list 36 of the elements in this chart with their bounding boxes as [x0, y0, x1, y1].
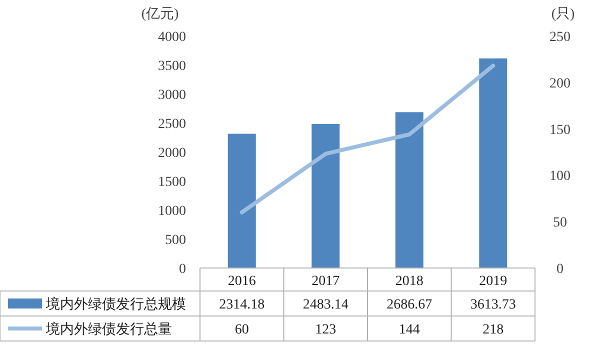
x-tick-label: 2016: [228, 274, 256, 289]
y-tick-label: 500: [165, 233, 186, 248]
y-tick-label: 3000: [158, 88, 186, 103]
bar: [395, 112, 424, 268]
legend-label: 境内外绿债发行总量: [45, 322, 172, 338]
y-tick-label: 4000: [158, 30, 186, 45]
y-tick-label: 1000: [158, 204, 186, 219]
data-label: 123: [315, 322, 336, 338]
x-tick-label: 2019: [479, 274, 508, 289]
bar: [479, 58, 508, 268]
data-label: 218: [482, 322, 504, 338]
data-label: 60: [234, 322, 249, 338]
x-tick-label: 2017: [312, 274, 340, 289]
data-label: 2686.67: [386, 298, 432, 312]
x-tick-label: 2018: [395, 274, 424, 289]
bar: [312, 124, 340, 268]
y-tick-label: 0: [179, 262, 186, 277]
y2-tick-label: 50: [553, 216, 567, 231]
y2-tick-label: 100: [550, 169, 570, 184]
y2-tick-label: 250: [550, 30, 570, 45]
legend-label: 境内外绿债发行总规模: [45, 296, 186, 312]
data-label: 2314.18: [219, 298, 265, 312]
data-label: 3613.73: [470, 298, 516, 312]
y-axis-title: (亿元): [141, 6, 179, 22]
y2-tick-label: 200: [550, 76, 570, 92]
y2-tick-label: 150: [550, 122, 570, 138]
y-tick-label: 2000: [158, 146, 186, 161]
y-tick-label: 3500: [158, 59, 186, 74]
bar: [228, 134, 256, 268]
y2-tick-label: 0: [556, 262, 564, 277]
data-label: 2483.14: [302, 298, 348, 312]
data-label: 144: [398, 322, 420, 338]
y2-axis-title: (只): [551, 7, 575, 22]
y-tick-label: 2500: [158, 117, 186, 132]
line-series: [240, 64, 496, 214]
y-tick-label: 1500: [158, 175, 186, 190]
